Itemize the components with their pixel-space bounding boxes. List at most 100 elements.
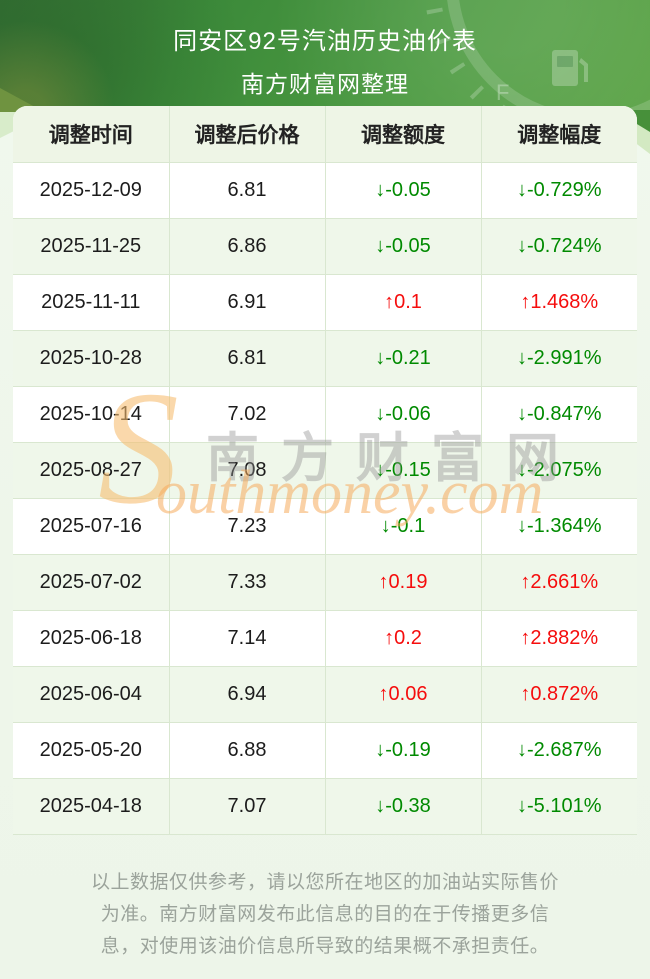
percent-cell-value: 1.468%	[530, 290, 599, 313]
table-row: 2025-05-20 6.88 ↓-0.19 ↓-2.687%	[13, 722, 637, 779]
fuel-pump-icon	[552, 50, 588, 86]
up-arrow-icon: ↑	[378, 570, 389, 593]
down-arrow-icon: ↓	[517, 402, 527, 425]
date-cell: 2025-11-25	[13, 218, 170, 275]
up-arrow-icon: ↑	[520, 682, 531, 705]
price-cell: 6.88	[169, 722, 326, 779]
change-cell-value: 0.1	[394, 290, 422, 313]
fuel-gauge-icon: F	[425, 0, 650, 112]
down-arrow-icon: ↓	[517, 514, 527, 537]
price-cell: 7.14	[169, 610, 326, 667]
percent-cell-value: -2.075%	[527, 458, 602, 481]
percent-cell: ↓-1.364%	[481, 498, 637, 555]
percent-cell-value: -1.364%	[527, 514, 602, 537]
column-header-2: 调整额度	[325, 106, 482, 163]
percent-cell: ↓-2.991%	[481, 330, 637, 387]
percent-cell-value: -0.729%	[527, 178, 602, 201]
change-cell: ↓-0.19	[325, 722, 482, 779]
change-cell: ↑0.19	[325, 554, 482, 611]
percent-cell: ↓-0.729%	[481, 162, 637, 219]
column-header-0: 调整时间	[13, 106, 170, 163]
change-cell: ↓-0.05	[325, 218, 482, 275]
price-cell: 6.81	[169, 162, 326, 219]
column-header-3: 调整幅度	[481, 106, 637, 163]
down-arrow-icon: ↓	[380, 514, 391, 537]
change-cell-value: -0.06	[385, 402, 431, 425]
price-cell: 7.07	[169, 778, 326, 835]
down-arrow-icon: ↓	[517, 794, 527, 817]
date-cell: 2025-11-11	[13, 274, 170, 331]
up-arrow-icon: ↑	[520, 626, 531, 649]
price-table-body: 2025-12-09 6.81 ↓-0.05 ↓-0.729% 2025-11-25 6.…	[13, 162, 637, 835]
change-cell: ↓-0.38	[325, 778, 482, 835]
down-arrow-icon: ↓	[517, 458, 527, 481]
change-cell-value: -0.15	[385, 458, 431, 481]
percent-cell-value: -5.101%	[527, 794, 602, 817]
price-cell: 7.33	[169, 554, 326, 611]
percent-cell-value: -2.991%	[527, 346, 602, 369]
page-subtitle: 南方财富网整理	[241, 71, 409, 97]
down-arrow-icon: ↓	[375, 458, 386, 481]
up-arrow-icon: ↑	[520, 570, 531, 593]
change-cell: ↓-0.05	[325, 162, 482, 219]
table-row: 2025-04-18 7.07 ↓-0.38 ↓-5.101%	[13, 778, 637, 835]
table-row: 2025-10-28 6.81 ↓-0.21 ↓-2.991%	[13, 330, 637, 387]
up-arrow-icon: ↑	[384, 626, 395, 649]
change-cell-value: 0.19	[388, 570, 428, 593]
down-arrow-icon: ↓	[517, 346, 527, 369]
down-arrow-icon: ↓	[375, 346, 386, 369]
up-arrow-icon: ↑	[384, 290, 395, 313]
date-cell: 2025-07-02	[13, 554, 170, 611]
column-header-1: 调整后价格	[169, 106, 326, 163]
price-cell: 6.91	[169, 274, 326, 331]
date-cell: 2025-04-18	[13, 778, 170, 835]
table-row: 2025-07-02 7.33 ↑0.19 ↑2.661%	[13, 554, 637, 611]
price-cell: 6.86	[169, 218, 326, 275]
change-cell-value: -0.05	[385, 234, 431, 257]
change-cell: ↑0.06	[325, 666, 482, 723]
date-cell: 2025-12-09	[13, 162, 170, 219]
change-cell: ↓-0.21	[325, 330, 482, 387]
percent-cell: ↑0.872%	[481, 666, 637, 723]
date-cell: 2025-05-20	[13, 722, 170, 779]
table-row: 2025-11-11 6.91 ↑0.1 ↑1.468%	[13, 274, 637, 331]
percent-cell: ↓-2.687%	[481, 722, 637, 779]
svg-text:F: F	[496, 80, 509, 105]
price-cell: 7.08	[169, 442, 326, 499]
change-cell-value: -0.19	[385, 738, 431, 761]
percent-cell-value: 2.661%	[530, 570, 599, 593]
table-row: 2025-10-14 7.02 ↓-0.06 ↓-0.847%	[13, 386, 637, 443]
percent-cell-value: -2.687%	[527, 738, 602, 761]
percent-cell-value: -0.847%	[527, 402, 602, 425]
table-row: 2025-11-25 6.86 ↓-0.05 ↓ -0.724%	[13, 218, 637, 275]
change-cell-value: -0.05	[385, 178, 431, 201]
price-cell: 7.23	[169, 498, 326, 555]
down-arrow-icon: ↓	[375, 402, 386, 425]
percent-cell: ↓-0.847%	[481, 386, 637, 443]
down-arrow-icon: ↓	[375, 178, 386, 201]
table-row: 2025-06-18 7.14 ↑0.2 ↑2.882%	[13, 610, 637, 667]
table-row: 2025-06-04 6.94 ↑0.06 ↑0.872%	[13, 666, 637, 723]
change-cell: ↓-0.15	[325, 442, 482, 499]
date-cell: 2025-10-14	[13, 386, 170, 443]
percent-cell: ↓-5.101%	[481, 778, 637, 835]
up-arrow-icon: ↑	[378, 682, 389, 705]
price-cell: 7.02	[169, 386, 326, 443]
percent-cell-value: 2.882%	[530, 626, 599, 649]
table-row: 2025-12-09 6.81 ↓-0.05 ↓-0.729%	[13, 162, 637, 219]
percent-cell-value: 0.872%	[530, 682, 599, 705]
price-table: 调整时间 调整后价格 调整额度 调整幅度 2025-12-09 6.81 ↓-0.05 ↓-…	[13, 106, 637, 835]
percent-cell-value: -0.724%	[527, 234, 602, 257]
price-cell: 6.94	[169, 666, 326, 723]
down-arrow-icon: ↓	[375, 794, 386, 817]
disclaimer-text: 以上数据仅供参考，请以您所在地区的加油站实际售价为准。南方财富网发布此信息的目的…	[90, 871, 559, 957]
date-cell: 2025-06-04	[13, 666, 170, 723]
table-row: 2025-07-16 7.23 ↓-0.1 ↓-1.364%	[13, 498, 637, 555]
page-banner: F 同安区92号汽油历史油价表 南方财富网整理	[0, 0, 650, 112]
down-arrow-icon: ↓	[375, 738, 386, 761]
down-arrow-icon: ↓	[375, 234, 386, 257]
change-cell-value: 0.2	[394, 626, 422, 649]
percent-cell: ↓-2.075%	[481, 442, 637, 499]
percent-cell: ↑1.468%	[481, 274, 637, 331]
date-cell: 2025-10-28	[13, 330, 170, 387]
